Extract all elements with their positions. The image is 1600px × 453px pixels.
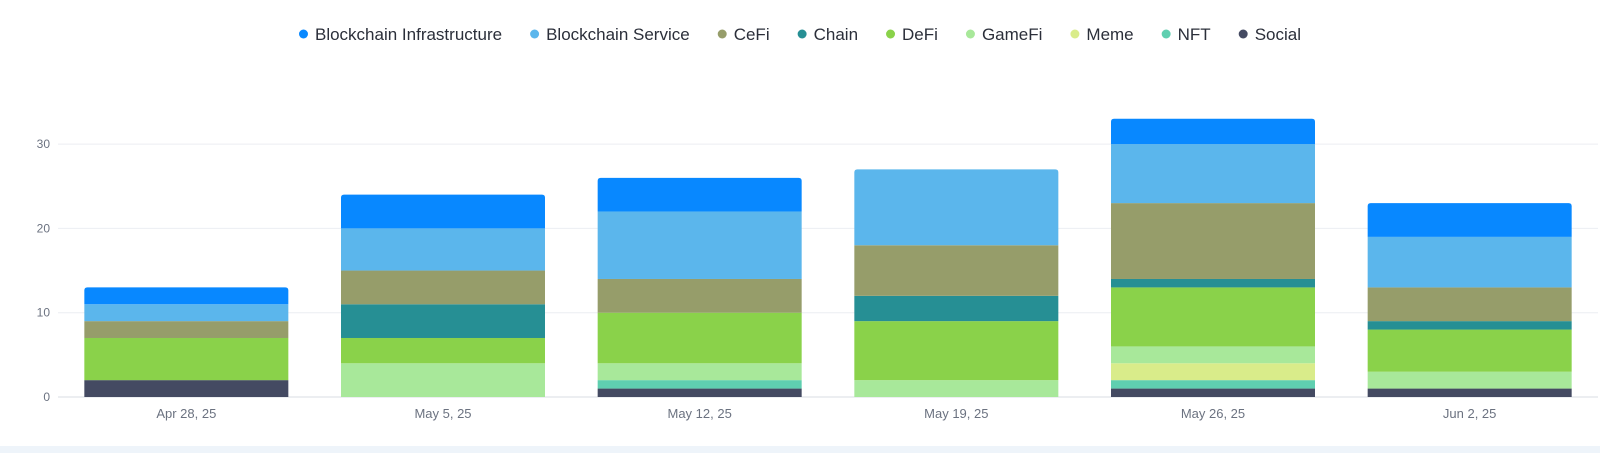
legend-item-social[interactable]: Social [1238,25,1301,44]
bar-blockchain-service-jun-2-25[interactable] [1367,236,1572,288]
x-tick-label: May 19, 25 [924,406,988,421]
bar-gamefi-may-19-25[interactable] [854,380,1059,397]
legend-label: Social [1255,25,1301,44]
bar-blockchain-infrastructure-may-12-25[interactable] [597,177,802,212]
bar-chain-may-26-25[interactable] [1111,278,1315,288]
bar-chain-may-19-25[interactable] [854,295,1059,322]
x-axis: Apr 28, 25 May 5, 25 May 12, 25 May 19, 25 M… [156,406,1496,421]
bar-gamefi-may-26-25[interactable] [1111,346,1315,364]
chart-legend[interactable]: Blockchain Infrastructure Blockchain Serv… [298,25,1301,44]
bar-gamefi-may-12-25[interactable] [597,363,802,381]
x-tick-label: Jun 2, 25 [1443,406,1497,421]
bar-stack-apr-28-25[interactable] [84,287,289,397]
bar-blockchain-infrastructure-apr-28-25[interactable] [84,287,289,305]
bar-cefi-jun-2-25[interactable] [1367,287,1572,322]
chart-footer-band [0,446,1600,453]
legend-item-blockchain-service[interactable]: Blockchain Service [530,25,690,44]
bar-cefi-may-19-25[interactable] [854,245,1059,296]
legend-label: DeFi [902,25,938,44]
legend-dot-icon [298,29,308,39]
legend-label: Meme [1086,25,1133,44]
legend-label: GameFi [982,25,1042,44]
bar-social-jun-2-25[interactable] [1367,388,1572,397]
bar-blockchain-service-may-19-25[interactable] [854,169,1059,246]
bar-blockchain-service-may-26-25[interactable] [1111,144,1315,204]
legend-dot-icon [717,29,727,39]
chart-bars[interactable] [84,118,1572,397]
bar-defi-may-12-25[interactable] [597,312,802,364]
legend-label: Chain [814,25,858,44]
bar-social-may-12-25[interactable] [597,388,802,397]
legend-item-defi[interactable]: DeFi [886,25,938,44]
bar-nft-may-26-25[interactable] [1111,380,1315,389]
bar-blockchain-infrastructure-jun-2-25[interactable] [1367,203,1572,237]
y-tick-label: 20 [37,221,51,235]
bar-cefi-may-26-25[interactable] [1111,203,1315,279]
legend-dot-icon [797,29,807,39]
x-tick-label: May 12, 25 [668,406,732,421]
bar-gamefi-jun-2-25[interactable] [1367,371,1572,389]
legend-label: CeFi [734,25,770,44]
bar-blockchain-service-apr-28-25[interactable] [84,304,289,322]
legend-item-nft[interactable]: NFT [1161,25,1211,44]
bar-cefi-may-5-25[interactable] [341,270,545,305]
bar-stack-may-26-25[interactable] [1111,118,1315,397]
legend-item-blockchain-infrastructure[interactable]: Blockchain Infrastructure [298,25,502,44]
bar-nft-may-12-25[interactable] [597,380,802,389]
bar-defi-apr-28-25[interactable] [84,337,289,381]
bar-meme-may-26-25[interactable] [1111,363,1315,381]
bar-defi-jun-2-25[interactable] [1367,329,1572,372]
bar-defi-may-26-25[interactable] [1111,287,1315,347]
legend-dot-icon [1161,29,1171,39]
x-tick-label: May 26, 25 [1181,406,1245,421]
legend-item-meme[interactable]: Meme [1070,25,1134,44]
legend-item-gamefi[interactable]: GameFi [965,25,1042,44]
bar-defi-may-19-25[interactable] [854,321,1059,381]
y-axis: 0 10 20 30 [37,137,51,404]
legend-item-chain[interactable]: Chain [797,25,858,44]
bar-blockchain-infrastructure-may-26-25[interactable] [1111,118,1315,145]
legend-label: NFT [1178,25,1211,44]
bar-blockchain-service-may-12-25[interactable] [597,211,802,279]
bar-chain-may-5-25[interactable] [341,304,545,338]
bar-stack-may-5-25[interactable] [341,194,545,397]
bar-defi-may-5-25[interactable] [341,337,545,364]
y-tick-label: 10 [37,306,51,320]
legend-label: Blockchain Infrastructure [315,25,502,44]
legend-item-cefi[interactable]: CeFi [717,25,770,44]
y-tick-label: 0 [43,390,50,404]
bar-blockchain-service-may-5-25[interactable] [341,228,545,271]
y-tick-label: 30 [37,137,51,151]
bar-cefi-may-12-25[interactable] [597,278,802,313]
legend-label: Blockchain Service [546,25,690,44]
x-tick-label: May 5, 25 [414,406,471,421]
bar-stack-jun-2-25[interactable] [1367,203,1572,397]
bar-blockchain-infrastructure-may-5-25[interactable] [341,194,545,229]
bar-gamefi-may-5-25[interactable] [341,363,545,397]
legend-dot-icon [1238,29,1248,39]
chart-gridlines [58,143,1598,398]
bar-chain-jun-2-25[interactable] [1367,321,1572,330]
legend-dot-icon [886,29,896,39]
bar-social-may-26-25[interactable] [1111,388,1315,397]
x-tick-label: Apr 28, 25 [156,406,216,421]
bar-social-apr-28-25[interactable] [84,380,289,397]
legend-dot-icon [530,29,540,39]
legend-dot-icon [965,29,975,39]
bar-stack-may-12-25[interactable] [597,177,802,397]
bar-stack-may-19-25[interactable] [854,169,1059,397]
bar-cefi-apr-28-25[interactable] [84,321,289,338]
legend-dot-icon [1070,29,1080,39]
